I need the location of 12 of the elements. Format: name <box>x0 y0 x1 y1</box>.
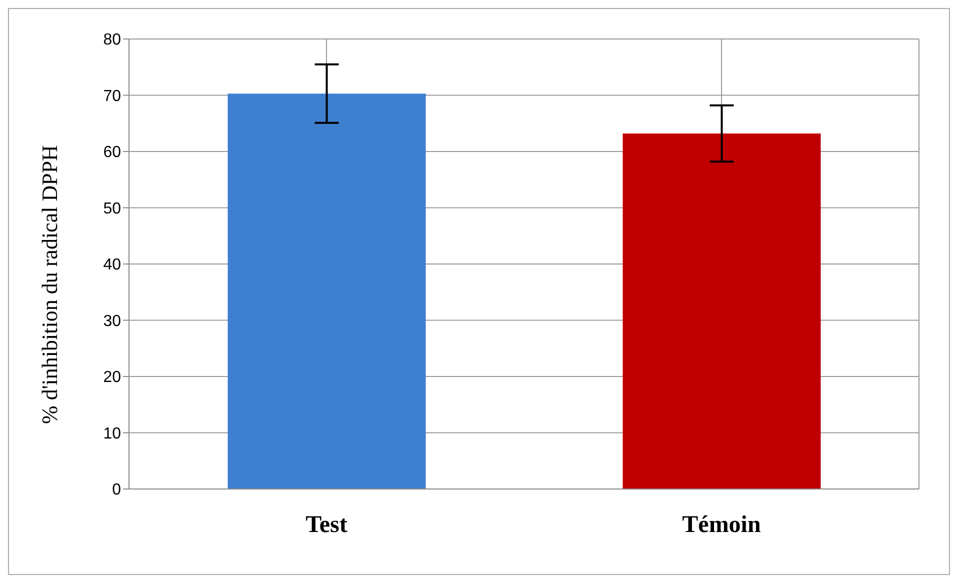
y-tick-label: 40 <box>103 256 122 274</box>
y-tick-label: 60 <box>103 144 122 162</box>
y-tick-label: 50 <box>103 200 122 218</box>
y-tick-label: 70 <box>103 88 122 105</box>
y-tick-label: 80 <box>103 32 122 49</box>
x-tick-label: Test <box>306 512 348 538</box>
y-tick-label: 10 <box>103 425 122 442</box>
y-tick-label: 20 <box>103 369 122 386</box>
y-tick-label: 0 <box>112 482 122 499</box>
x-tick-label: Témoin <box>682 512 761 538</box>
y-axis-title: % d'inhibition du radical DPPH <box>36 144 62 424</box>
y-tick-label: 30 <box>103 312 122 330</box>
